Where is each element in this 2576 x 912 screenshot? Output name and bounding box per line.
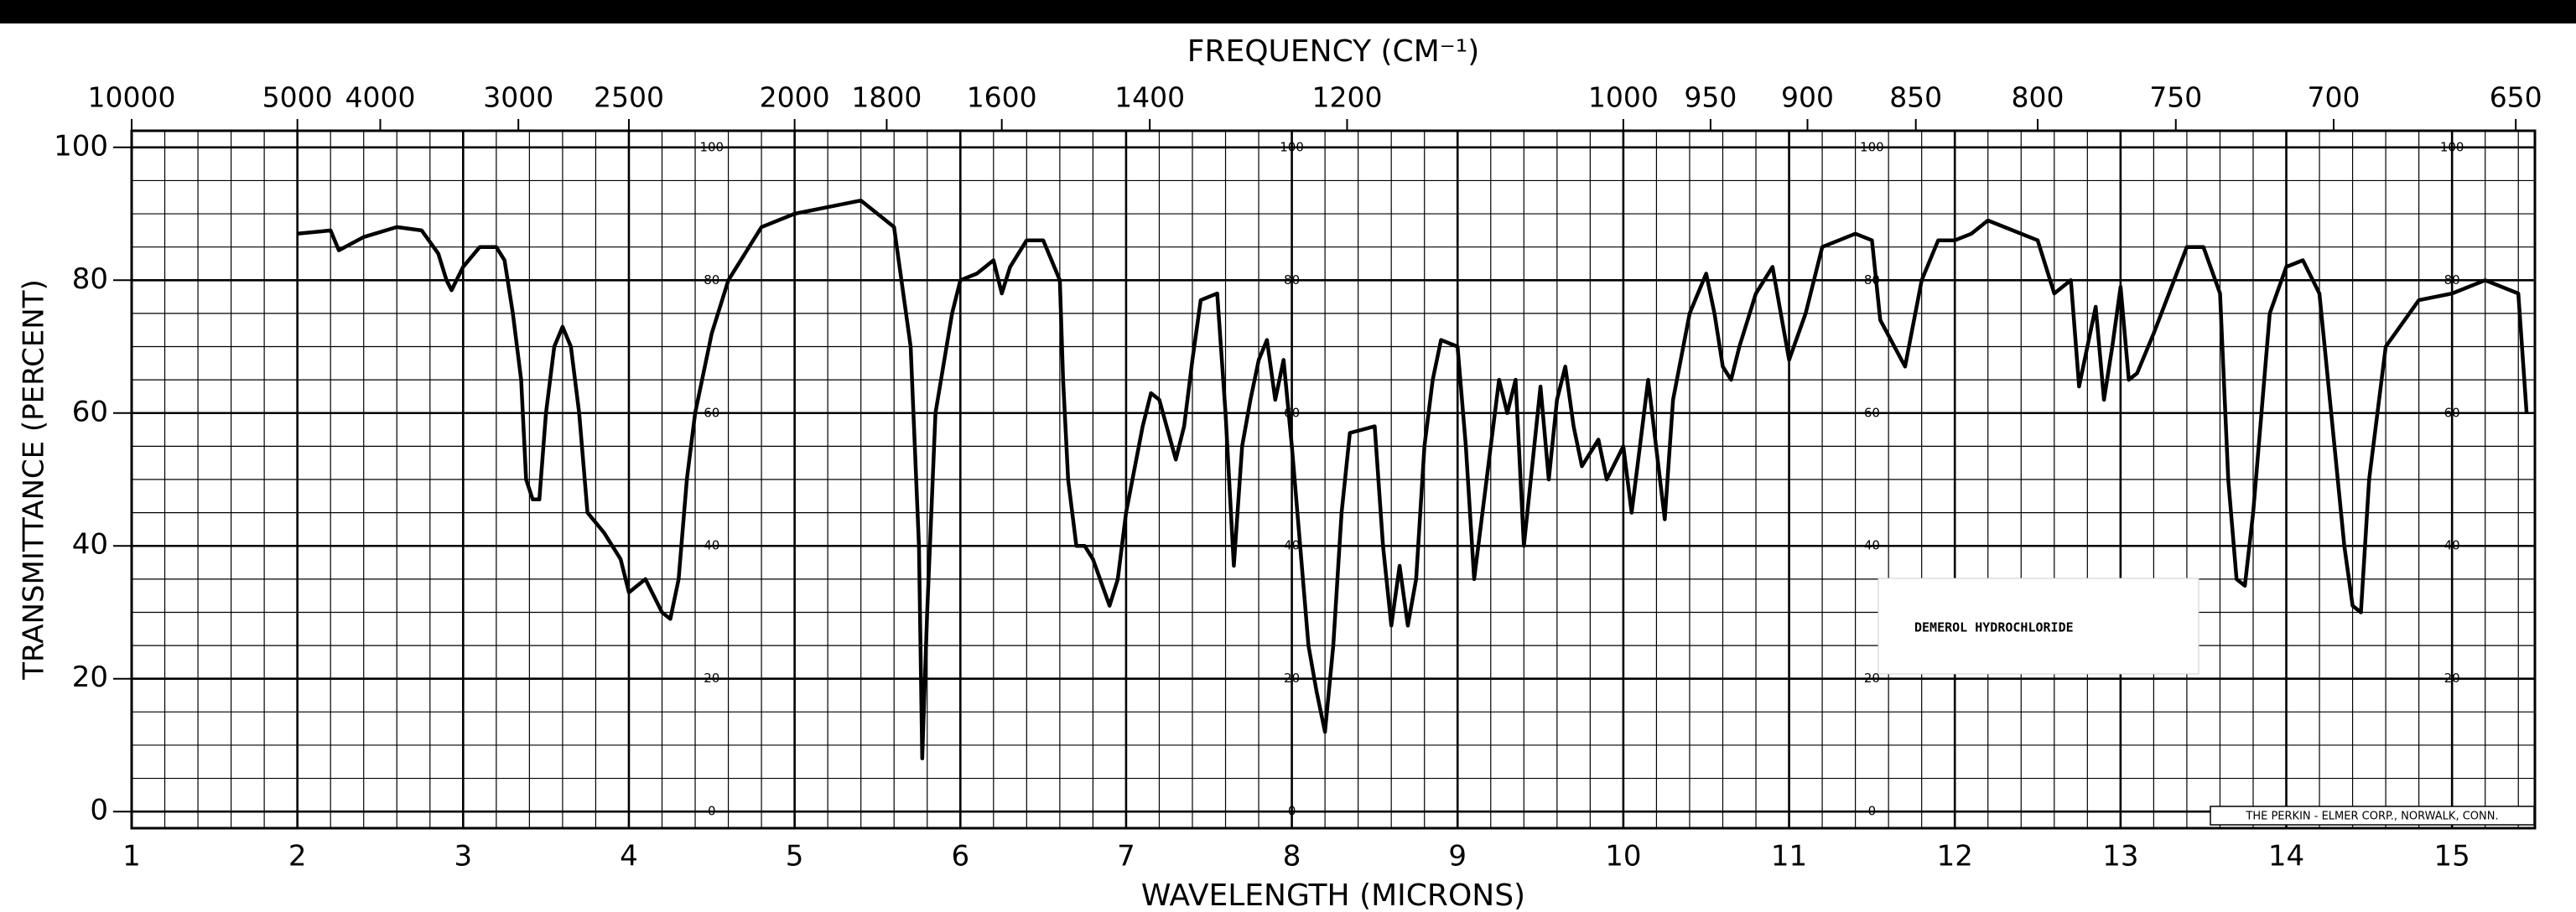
top-tick-label: 700 xyxy=(2307,81,2360,114)
inner-scale-label: 100 xyxy=(2440,139,2464,154)
top-tick-label: 2500 xyxy=(594,81,664,114)
y-tick-label: 20 xyxy=(72,661,108,694)
inner-scale-label: 100 xyxy=(1280,139,1304,154)
marks xyxy=(297,198,2529,761)
x-tick-label: 15 xyxy=(2434,840,2470,873)
top-tick-label: 10000 xyxy=(88,81,176,114)
y-axis-title: TRANSMITTANCE (PERCENT) xyxy=(18,279,51,681)
top-tick-label: 3000 xyxy=(483,81,553,114)
inner-scale-label: 80 xyxy=(1284,272,1300,288)
inner-scale-label: 40 xyxy=(2444,538,2460,553)
inner-scale-label: 60 xyxy=(1864,405,1880,420)
top-tick-label: 1800 xyxy=(851,81,922,114)
x-tick-label: 1 xyxy=(122,840,141,873)
top-tick-label: 1400 xyxy=(1114,81,1185,114)
x-tick-label: 10 xyxy=(1605,840,1641,873)
top-tick-label: 1600 xyxy=(967,81,1037,114)
x-tick-label: 3 xyxy=(454,840,472,873)
top-tick-label: 900 xyxy=(1781,81,1834,114)
top-axis-title: FREQUENCY (CM⁻¹) xyxy=(1187,34,1480,69)
x-tick-label: 6 xyxy=(951,840,969,873)
top-tick-label: 800 xyxy=(2012,81,2064,114)
top-tick-label: 1200 xyxy=(1311,81,1382,114)
top-tick-label: 950 xyxy=(1684,81,1737,114)
x-tick-label: 12 xyxy=(1937,840,1973,873)
inner-scale-label: 20 xyxy=(704,671,719,686)
inner-scale-label: 60 xyxy=(704,405,719,420)
x-tick-label: 14 xyxy=(2268,840,2304,873)
footer-box xyxy=(2210,806,2535,826)
top-tick-label: 750 xyxy=(2149,81,2202,114)
inner-scale-label: 20 xyxy=(1284,671,1300,686)
top-tick-label: 2000 xyxy=(760,81,830,114)
inner-scale-label: 0 xyxy=(1288,804,1296,819)
x-tick-label: 8 xyxy=(1283,840,1301,873)
inner-scale-label: 0 xyxy=(1868,804,1877,819)
inner-scale-label: 20 xyxy=(1864,671,1880,686)
inner-scale-label: 100 xyxy=(699,139,724,154)
top-tick-label: 4000 xyxy=(345,81,415,114)
inner-scale-label: 20 xyxy=(2444,671,2460,686)
inner-scale-label: 80 xyxy=(704,272,719,288)
x-tick-label: 11 xyxy=(1771,840,1807,873)
sample-label: DEMEROL HYDROCHLORIDE xyxy=(1914,620,2074,635)
sample-box xyxy=(1877,578,2199,675)
y-tick-label: 100 xyxy=(54,129,108,163)
inner-scale-label: 80 xyxy=(2444,272,2460,288)
y-tick-label: 60 xyxy=(72,395,108,428)
x-tick-label: 2 xyxy=(288,840,307,873)
inner-scale-label: 40 xyxy=(1864,538,1880,553)
x-tick-label: 9 xyxy=(1448,840,1467,873)
footer: THE PERKIN - ELMER CORP., NORWALK, CONN. xyxy=(2245,811,2498,823)
top-tick-label: 5000 xyxy=(262,81,333,114)
y-tick-label: 40 xyxy=(72,528,108,562)
y-tick-label: 80 xyxy=(72,262,108,296)
inner-scale-label: 40 xyxy=(704,538,719,553)
inner-scale-label: 100 xyxy=(1860,139,1884,154)
inner-scale-label: 40 xyxy=(1284,538,1300,553)
x-axis-title: WAVELENGTH (MICRONS) xyxy=(1141,878,1525,912)
y-tick-label: 0 xyxy=(90,794,108,827)
spectrum-line xyxy=(297,198,2529,761)
x-tick-label: 5 xyxy=(786,840,804,873)
x-tick-label: 4 xyxy=(620,840,638,873)
top-tick-label: 650 xyxy=(2490,81,2542,114)
top-tick-label: 850 xyxy=(1889,81,1942,114)
x-tick-label: 7 xyxy=(1117,840,1135,873)
inner-scale-label: 0 xyxy=(708,804,716,819)
top-band xyxy=(0,0,2576,23)
top-tick-label: 1000 xyxy=(1588,81,1659,114)
x-tick-label: 13 xyxy=(2102,840,2138,873)
inner-scale-label: 60 xyxy=(2444,405,2460,420)
